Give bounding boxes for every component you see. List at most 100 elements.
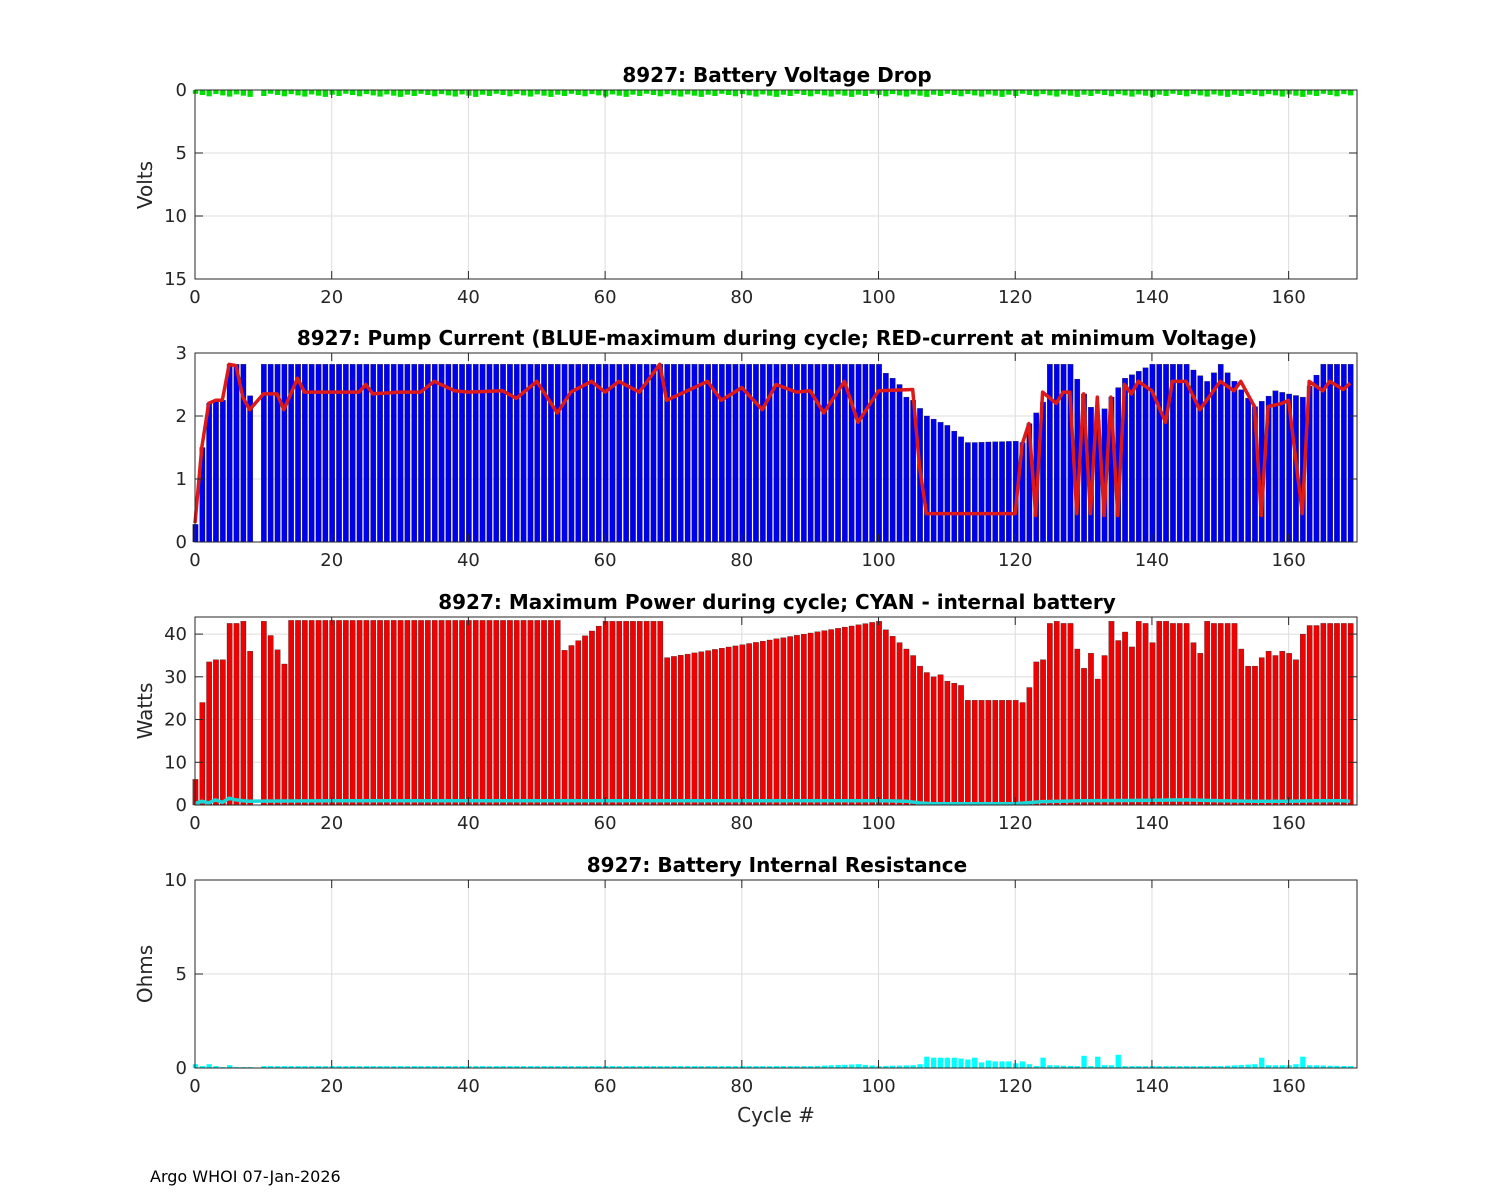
bar-cycle-107 <box>924 672 930 806</box>
bar-cycle-117 <box>992 700 999 806</box>
x-tick-label: 160 <box>1271 287 1305 308</box>
bar-cycle-53 <box>555 1066 561 1068</box>
bar-cycle-128 <box>1067 1065 1074 1068</box>
bar-cycle-13 <box>281 1066 287 1068</box>
bar-cycle-60 <box>603 90 609 97</box>
bar-cycle-149 <box>1211 372 1217 543</box>
bar-cycle-75 <box>705 90 711 95</box>
bar-cycle-80 <box>739 90 745 95</box>
bar-cycle-121 <box>1019 90 1026 94</box>
bar-cycle-55 <box>568 90 575 94</box>
bar-cycle-58 <box>589 364 595 543</box>
bar-cycle-73 <box>691 364 698 543</box>
bar-cycle-64 <box>630 1066 636 1068</box>
x-tick-label: 20 <box>320 287 343 308</box>
bar-cycle-32 <box>411 1066 417 1068</box>
x-tick-label: 80 <box>730 287 753 308</box>
bar-cycle-49 <box>527 364 534 543</box>
bar-cycle-129 <box>1074 1066 1080 1068</box>
bar-cycle-166 <box>1327 1065 1333 1068</box>
bar-cycle-144 <box>1177 1066 1183 1068</box>
bar-cycle-147 <box>1197 1066 1203 1068</box>
bar-cycle-12 <box>274 1066 281 1068</box>
bar-cycle-49 <box>527 90 534 97</box>
bar-cycle-125 <box>1047 90 1053 96</box>
bar-cycle-41 <box>473 1066 479 1068</box>
bar-cycle-10 <box>261 90 267 96</box>
x-tick-label: 120 <box>998 550 1032 571</box>
bar-cycle-149 <box>1211 90 1217 95</box>
bar-cycle-20 <box>329 620 335 806</box>
x-tick-label: 160 <box>1271 813 1305 834</box>
bar-cycle-118 <box>999 441 1005 543</box>
bar-cycle-105 <box>910 655 916 806</box>
x-tick-label: 80 <box>730 550 753 571</box>
bar-cycle-68 <box>657 1066 663 1068</box>
bar-cycle-35 <box>432 90 438 97</box>
bar-cycle-65 <box>636 621 643 806</box>
bar-cycle-139 <box>1142 90 1149 96</box>
bar-cycle-114 <box>972 90 978 96</box>
bar-cycle-48 <box>520 1066 527 1068</box>
x-tick-label: 20 <box>320 813 343 834</box>
bar-cycle-67 <box>650 621 657 806</box>
bar-cycle-79 <box>732 1066 739 1068</box>
bar-cycle-139 <box>1142 623 1149 806</box>
bar-cycle-57 <box>582 1066 588 1068</box>
bar-cycle-44 <box>493 90 499 94</box>
bar-cycle-166 <box>1327 90 1333 95</box>
bar-cycle-44 <box>493 620 500 806</box>
x-tick-label: 60 <box>594 813 617 834</box>
bar-cycle-33 <box>418 620 424 806</box>
bar-cycle-64 <box>630 90 636 95</box>
bar-cycle-77 <box>719 364 725 543</box>
bar-cycle-159 <box>1279 90 1285 97</box>
bar-cycle-144 <box>1176 623 1183 806</box>
bar-cycle-107 <box>924 415 930 543</box>
bar-cycle-103 <box>896 384 903 543</box>
x-axis-label: Cycle # <box>737 1103 815 1127</box>
bar-cycle-93 <box>828 364 834 543</box>
pump-current-panel: 0 20 40 60 80 100 120 140 160 0 1 2 3 8927: Pump Curr… <box>176 326 1358 571</box>
bar-cycle-32 <box>411 90 417 96</box>
bar-cycle-54 <box>561 650 568 806</box>
bar-cycle-120 <box>1013 90 1019 96</box>
bar-cycle-151 <box>1225 1065 1231 1068</box>
internal-resistance-panel: 0 20 40 60 80 100 120 140 160 0 5 10 8927: Battery I… <box>133 853 1358 1127</box>
bar-cycle-35 <box>431 620 438 806</box>
bar-cycle-77 <box>719 90 725 94</box>
bar-cycle-5 <box>227 90 233 97</box>
bar-cycle-46 <box>507 620 513 806</box>
bar-cycle-80 <box>739 644 746 806</box>
x-tick-label: 140 <box>1135 550 1169 571</box>
bar-cycle-157 <box>1266 1065 1272 1068</box>
bar-cycle-47 <box>513 364 520 543</box>
y-tick-label: 5 <box>176 143 187 164</box>
bar-cycle-139 <box>1142 367 1149 543</box>
bar-cycle-45 <box>500 90 506 95</box>
bar-cycle-74 <box>698 651 705 806</box>
bar-cycle-158 <box>1272 90 1279 96</box>
bar-cycle-130 <box>1081 668 1087 806</box>
bar-cycle-162 <box>1300 90 1306 97</box>
bar-cycle-111 <box>951 683 958 806</box>
bar-cycle-49 <box>527 620 534 806</box>
bar-cycle-150 <box>1218 1066 1224 1068</box>
bar-cycle-102 <box>889 378 896 543</box>
bar-cycle-75 <box>705 364 711 543</box>
bar-cycle-101 <box>883 373 889 543</box>
bar-cycle-103 <box>896 642 903 806</box>
bar-cycle-113 <box>965 700 971 806</box>
bar-cycle-141 <box>1156 90 1162 95</box>
bar-cycle-55 <box>568 645 575 806</box>
y-tick-label: 20 <box>164 710 187 731</box>
bar-cycle-169 <box>1348 1066 1354 1068</box>
bar-cycle-147 <box>1197 653 1204 806</box>
bar-cycle-84 <box>766 639 773 806</box>
x-tick-label: 0 <box>189 287 200 308</box>
bar-cycle-37 <box>445 364 452 543</box>
bar-cycle-157 <box>1266 90 1272 95</box>
bar-cycle-148 <box>1204 90 1210 97</box>
bar-cycle-101 <box>883 1065 889 1068</box>
bar-cycle-22 <box>343 90 349 94</box>
